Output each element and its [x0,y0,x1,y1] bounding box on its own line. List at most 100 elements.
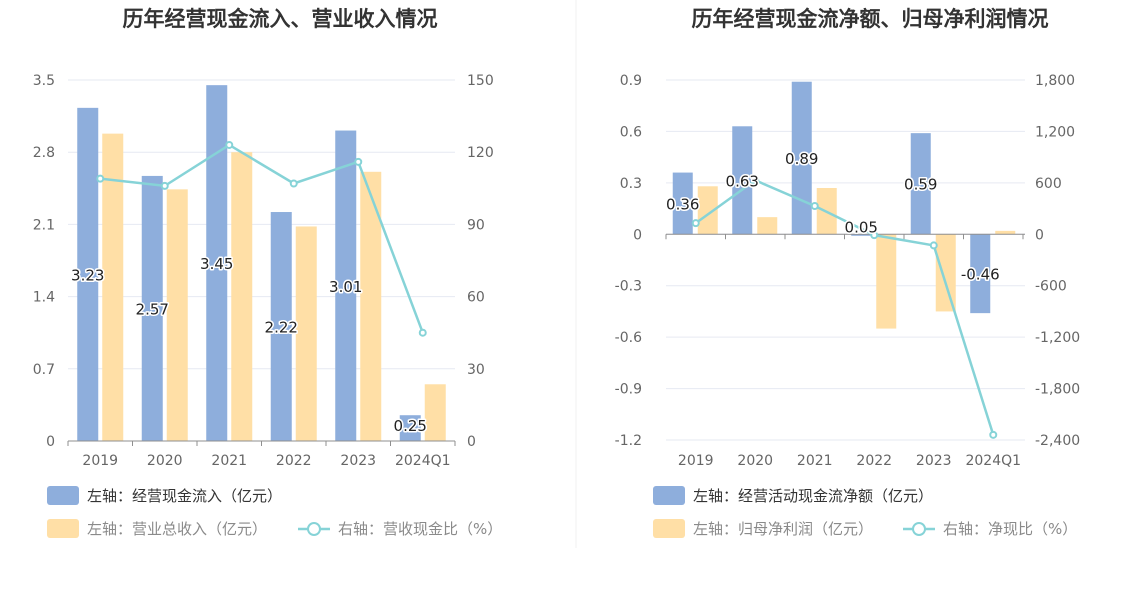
bar-primary [791,81,812,235]
bar-primary [399,415,421,441]
left-axis-tick-label: 1.4 [33,290,55,306]
legend-swatch [47,486,79,505]
chart-2: 历年经营现金流净额、归母净利润情况 -1.2 -0.9 -0.6 -0.3 0 0.3 0.… [615,7,1080,538]
legend-swatch [653,486,685,505]
bar-secondary [295,226,317,441]
legend-marker [307,522,321,536]
legend-entry: 左轴：归母净利润（亿元） [693,520,873,538]
legend-series-name: 经营现金流入（亿元） [132,487,282,505]
line-point [418,328,427,337]
bar-data-label: 3.23 [71,266,104,284]
bar-primary [270,212,292,441]
legend-entry: 左轴：营业总收入（亿元） [87,520,267,538]
line-point [989,430,998,439]
x-axis-tick-label: 2020 [737,453,773,469]
legend-axis-prefix: 左轴： [693,520,738,538]
bar-data-label: 0.63 [726,172,759,190]
chart-2-x-axis [665,233,1025,240]
line-point [929,241,938,250]
bar-data-label: 0.25 [394,417,427,435]
x-axis-tick-label: 2019 [678,453,714,469]
left-axis-tick-label: 0.6 [620,124,642,140]
chart-2-line [691,176,998,439]
x-axis-tick-label: 2022 [276,453,312,469]
legend-series-name: 经营活动现金流净额（亿元） [738,487,933,505]
line-series [100,143,424,334]
bar-data-label: 0.59 [904,176,937,194]
bar-secondary [757,217,778,235]
right-axis-tick-label: 30 [467,362,485,378]
chart-2-data-labels: 0.36 0.63 0.89 0.05 0.59 -0.46 [665,149,1002,286]
chart-2-left-axis-ticks: -1.2 -0.9 -0.6 -0.3 0 0.3 0.6 0.9 [615,73,642,449]
line-point [96,174,105,183]
left-axis-tick-label: 0.9 [620,73,642,89]
chart-1-data-labels: 3.23 2.57 3.45 2.22 3.01 0.25 [70,254,429,437]
left-axis-tick-label: 3.5 [33,73,55,89]
bar-data-label: 3.01 [329,278,362,296]
line-point [289,179,298,188]
x-axis-tick-label: 2020 [147,453,183,469]
bar-primary [77,107,99,441]
right-axis-tick-label: 1,800 [1035,73,1075,89]
right-axis-tick-label: 60 [467,290,485,306]
left-axis-tick-label: 0 [46,434,55,450]
chart-1-line [96,140,427,337]
legend-entry: 左轴：经营活动现金流净额（亿元） [693,487,933,505]
x-axis-tick-label: 2021 [211,453,247,469]
bar-secondary [935,234,956,312]
line-point [691,219,700,228]
bar-secondary [876,234,897,329]
bar-secondary [166,189,188,441]
x-axis-tick-label: 2024Q1 [395,453,451,469]
chart-2-x-axis-ticks: 2019 2020 2021 2022 2023 2024Q1 [678,453,1021,469]
line-point [225,140,234,149]
right-axis-tick-label: 1,200 [1035,124,1075,140]
bar-primary [206,85,228,442]
right-axis-tick-label: 0 [467,434,476,450]
x-axis-tick-label: 2023 [916,453,952,469]
bar-data-label: 2.57 [136,300,169,318]
legend-swatch [47,519,79,538]
legend-entry: 左轴：经营现金流入（亿元） [87,487,282,505]
legend-series-name: 归母净利润（亿元） [738,520,873,538]
x-axis-tick-label: 2022 [856,453,892,469]
bar-primary [732,126,753,235]
bar-secondary [360,171,382,441]
bar-primary [335,130,357,442]
bar-data-label: 0.89 [785,150,818,168]
left-axis-tick-label: -0.3 [615,279,642,295]
chart-2-right-axis-ticks: -2,400 -1,800 -1,200 -600 0 600 1,200 1,800 [1035,73,1080,449]
bar-data-label: 2.22 [265,319,298,337]
bar-data-label: 0.05 [845,218,878,236]
right-axis-tick-label: -1,800 [1035,382,1080,398]
legend-series-name: 净现比（%） [988,520,1077,538]
right-axis-tick-label: 150 [467,73,494,89]
bar-secondary [231,152,253,441]
chart-1-x-axis-ticks: 2019 2020 2021 2022 2023 2024Q1 [82,453,450,469]
line-point [870,231,879,240]
left-axis-tick-label: 0.7 [33,362,55,378]
chart-1-right-axis-ticks: 0 30 60 90 120 150 [467,73,494,450]
left-axis-tick-label: -0.9 [615,382,642,398]
chart-1: 历年经营现金流入、营业收入情况 0 0.7 1.4 2.1 2.8 3.5 0 30 60 90… [33,7,502,538]
x-axis-tick-label: 2021 [797,453,833,469]
x-axis-tick-label: 2023 [340,453,376,469]
bar-primary [970,234,991,314]
right-axis-tick-label: 90 [467,217,485,233]
legend-entry: 右轴：净现比（%） [943,520,1077,538]
chart-2-bars [672,81,1016,329]
bar-data-label: 3.45 [200,255,233,273]
legend-swatch [653,519,685,538]
chart-1-x-axis [67,440,456,446]
x-axis-tick-label: 2019 [82,453,118,469]
bar-primary [672,172,693,235]
bar-primary [141,175,163,441]
left-axis-tick-label: 0 [633,227,642,243]
legend-axis-prefix: 右轴： [943,520,988,538]
bar-primary [910,133,931,235]
line-point [810,202,819,210]
bar-data-label: 0.36 [666,195,699,213]
right-axis-tick-label: -2,400 [1035,433,1080,449]
legend-axis-prefix: 左轴： [87,520,132,538]
